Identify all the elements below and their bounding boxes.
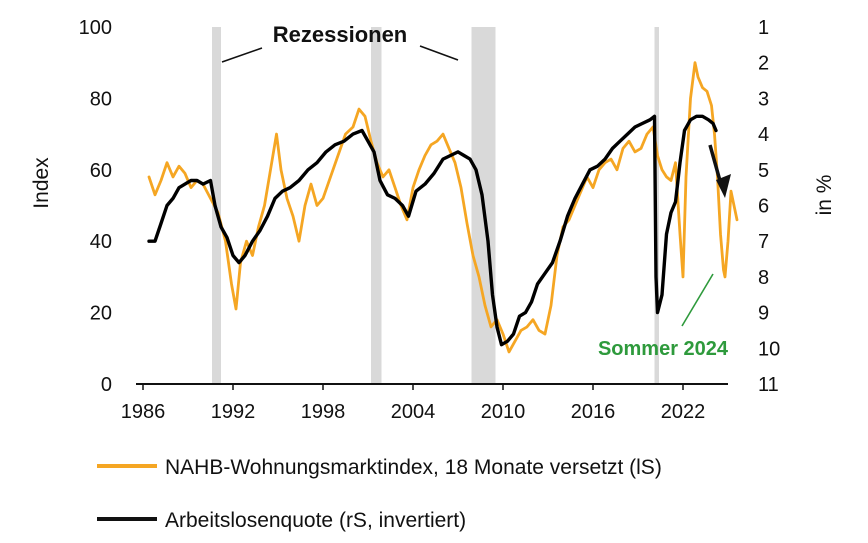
recession-bands — [212, 27, 659, 384]
y-right-tick-label-3: 3 — [758, 88, 769, 110]
y-left-tick-label-60: 60 — [90, 160, 112, 182]
x-tick-label-2004: 2004 — [391, 401, 436, 423]
x-tick-label-1992: 1992 — [211, 401, 256, 423]
y-left-tick-label-100: 100 — [79, 17, 112, 39]
x-tick-label-2016: 2016 — [571, 401, 616, 423]
series-line-unemployment — [147, 114, 718, 347]
y-right-tick-label-6: 6 — [758, 196, 769, 218]
y-right-tick-label-1: 1 — [758, 17, 769, 39]
summer-2024-pointer — [681, 273, 714, 327]
trend-arrow-head — [716, 174, 731, 198]
recession-band-1 — [371, 27, 382, 384]
recessions-pointer-left — [221, 47, 263, 63]
legend-label-nahb: NAHB-Wohnungsmarktindex, 18 Monate verse… — [165, 456, 662, 479]
y-left-tick-label-40: 40 — [90, 231, 112, 253]
y-left-tick-label-80: 80 — [90, 88, 112, 110]
y-right-tick-label-5: 5 — [758, 160, 769, 182]
x-tick-label-2022: 2022 — [661, 401, 706, 423]
series-line-nahb — [147, 61, 739, 354]
y-right-tick-label-11: 11 — [758, 374, 779, 396]
x-tick-label-2010: 2010 — [481, 401, 526, 423]
x-tick-label-1998: 1998 — [301, 401, 346, 423]
y-left-axis-title: Index — [30, 157, 53, 209]
y-right-tick-label-4: 4 — [758, 124, 769, 146]
recessions-pointer-right — [419, 45, 459, 61]
y-right-tick-label-9: 9 — [758, 303, 769, 325]
x-ticks: 1986 1992 1998 2004 2010 2016 2022 — [121, 384, 706, 423]
y-right-ticks: 1 2 3 4 5 6 7 8 9 10 11 — [758, 17, 780, 396]
y-left-tick-label-0: 0 — [101, 374, 112, 396]
y-right-tick-label-7: 7 — [758, 231, 769, 253]
y-right-tick-label-8: 8 — [758, 267, 769, 289]
y-left-tick-label-20: 20 — [90, 303, 112, 325]
y-right-tick-label-10: 10 — [758, 338, 780, 360]
legend-label-unemployment: Arbeitslosenquote (rS, invertiert) — [165, 509, 466, 532]
summer-2024-label: Sommer 2024 — [598, 338, 729, 360]
recessions-label: Rezessionen — [273, 22, 408, 47]
series-lines — [147, 61, 739, 354]
y-right-axis-title: in % — [813, 175, 836, 216]
y-left-ticks: 0 20 40 60 80 100 — [79, 17, 112, 396]
x-tick-label-1986: 1986 — [121, 401, 166, 423]
y-right-tick-label-2: 2 — [758, 53, 769, 75]
